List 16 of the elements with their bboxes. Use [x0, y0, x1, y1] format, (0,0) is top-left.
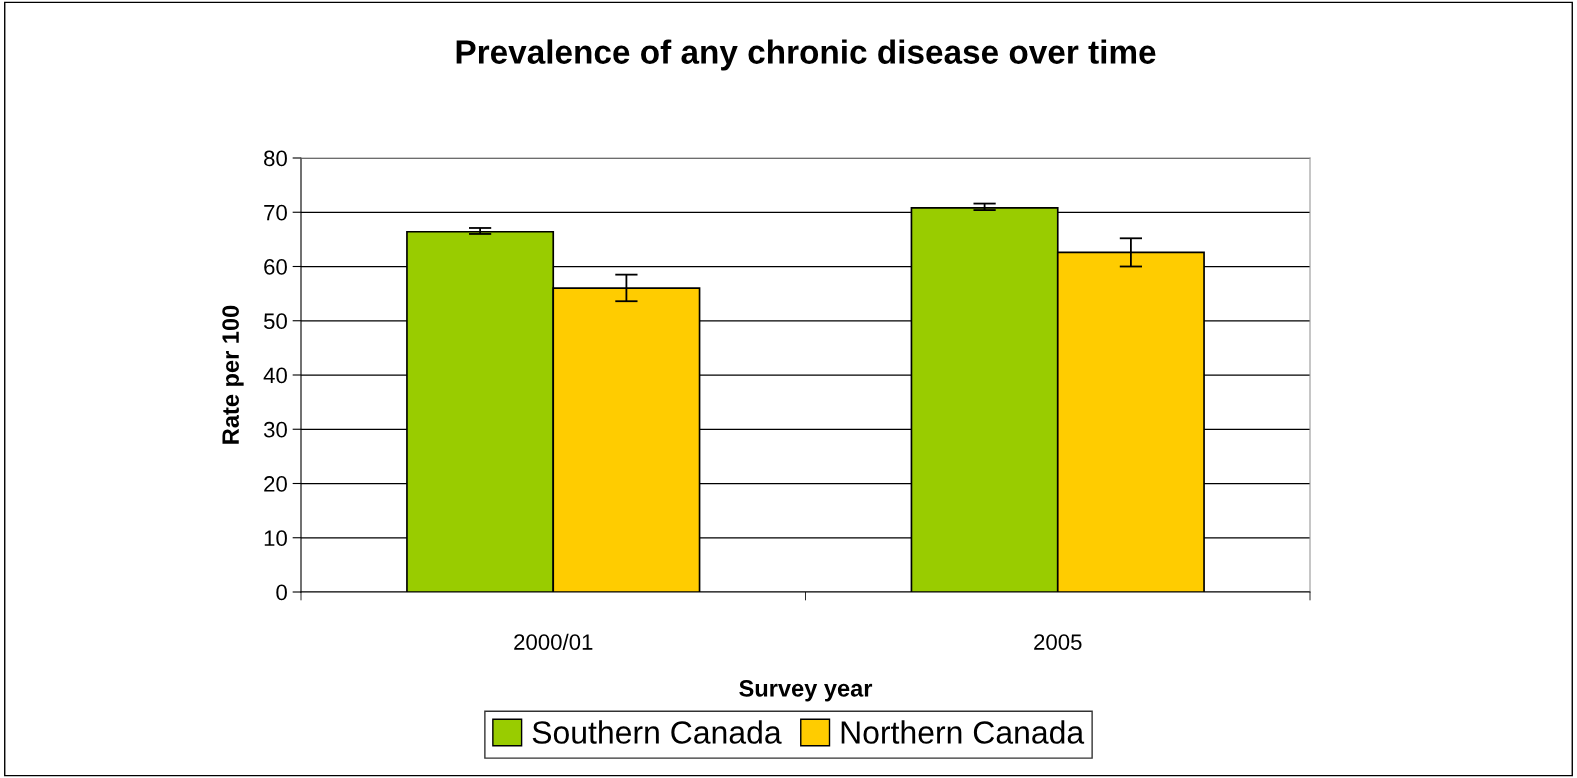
x-axis-title: Survey year [739, 680, 873, 702]
y-tick-label: 40 [263, 367, 287, 384]
legend-label: Northern Canada [841, 720, 1085, 744]
y-tick-label: 50 [263, 313, 287, 330]
y-tick-label: 60 [264, 259, 287, 275]
y-tick-label: 30 [263, 421, 287, 438]
y-tick-label: 70 [264, 204, 287, 221]
legend-label: Southern Canada [532, 720, 782, 744]
y-tick-label: 20 [264, 476, 287, 492]
y-tick-label: 0 [276, 584, 287, 601]
y-tick-label: 80 [264, 150, 287, 167]
y-tick-label: 10 [264, 530, 287, 547]
chart-title: Prevalence of any chronic disease over time [456, 39, 1156, 71]
x-tick-label: 2005 [1034, 634, 1082, 650]
x-tick-label: 2000/01 [514, 633, 593, 650]
y-axis-title: Rate per 100 [222, 305, 244, 444]
